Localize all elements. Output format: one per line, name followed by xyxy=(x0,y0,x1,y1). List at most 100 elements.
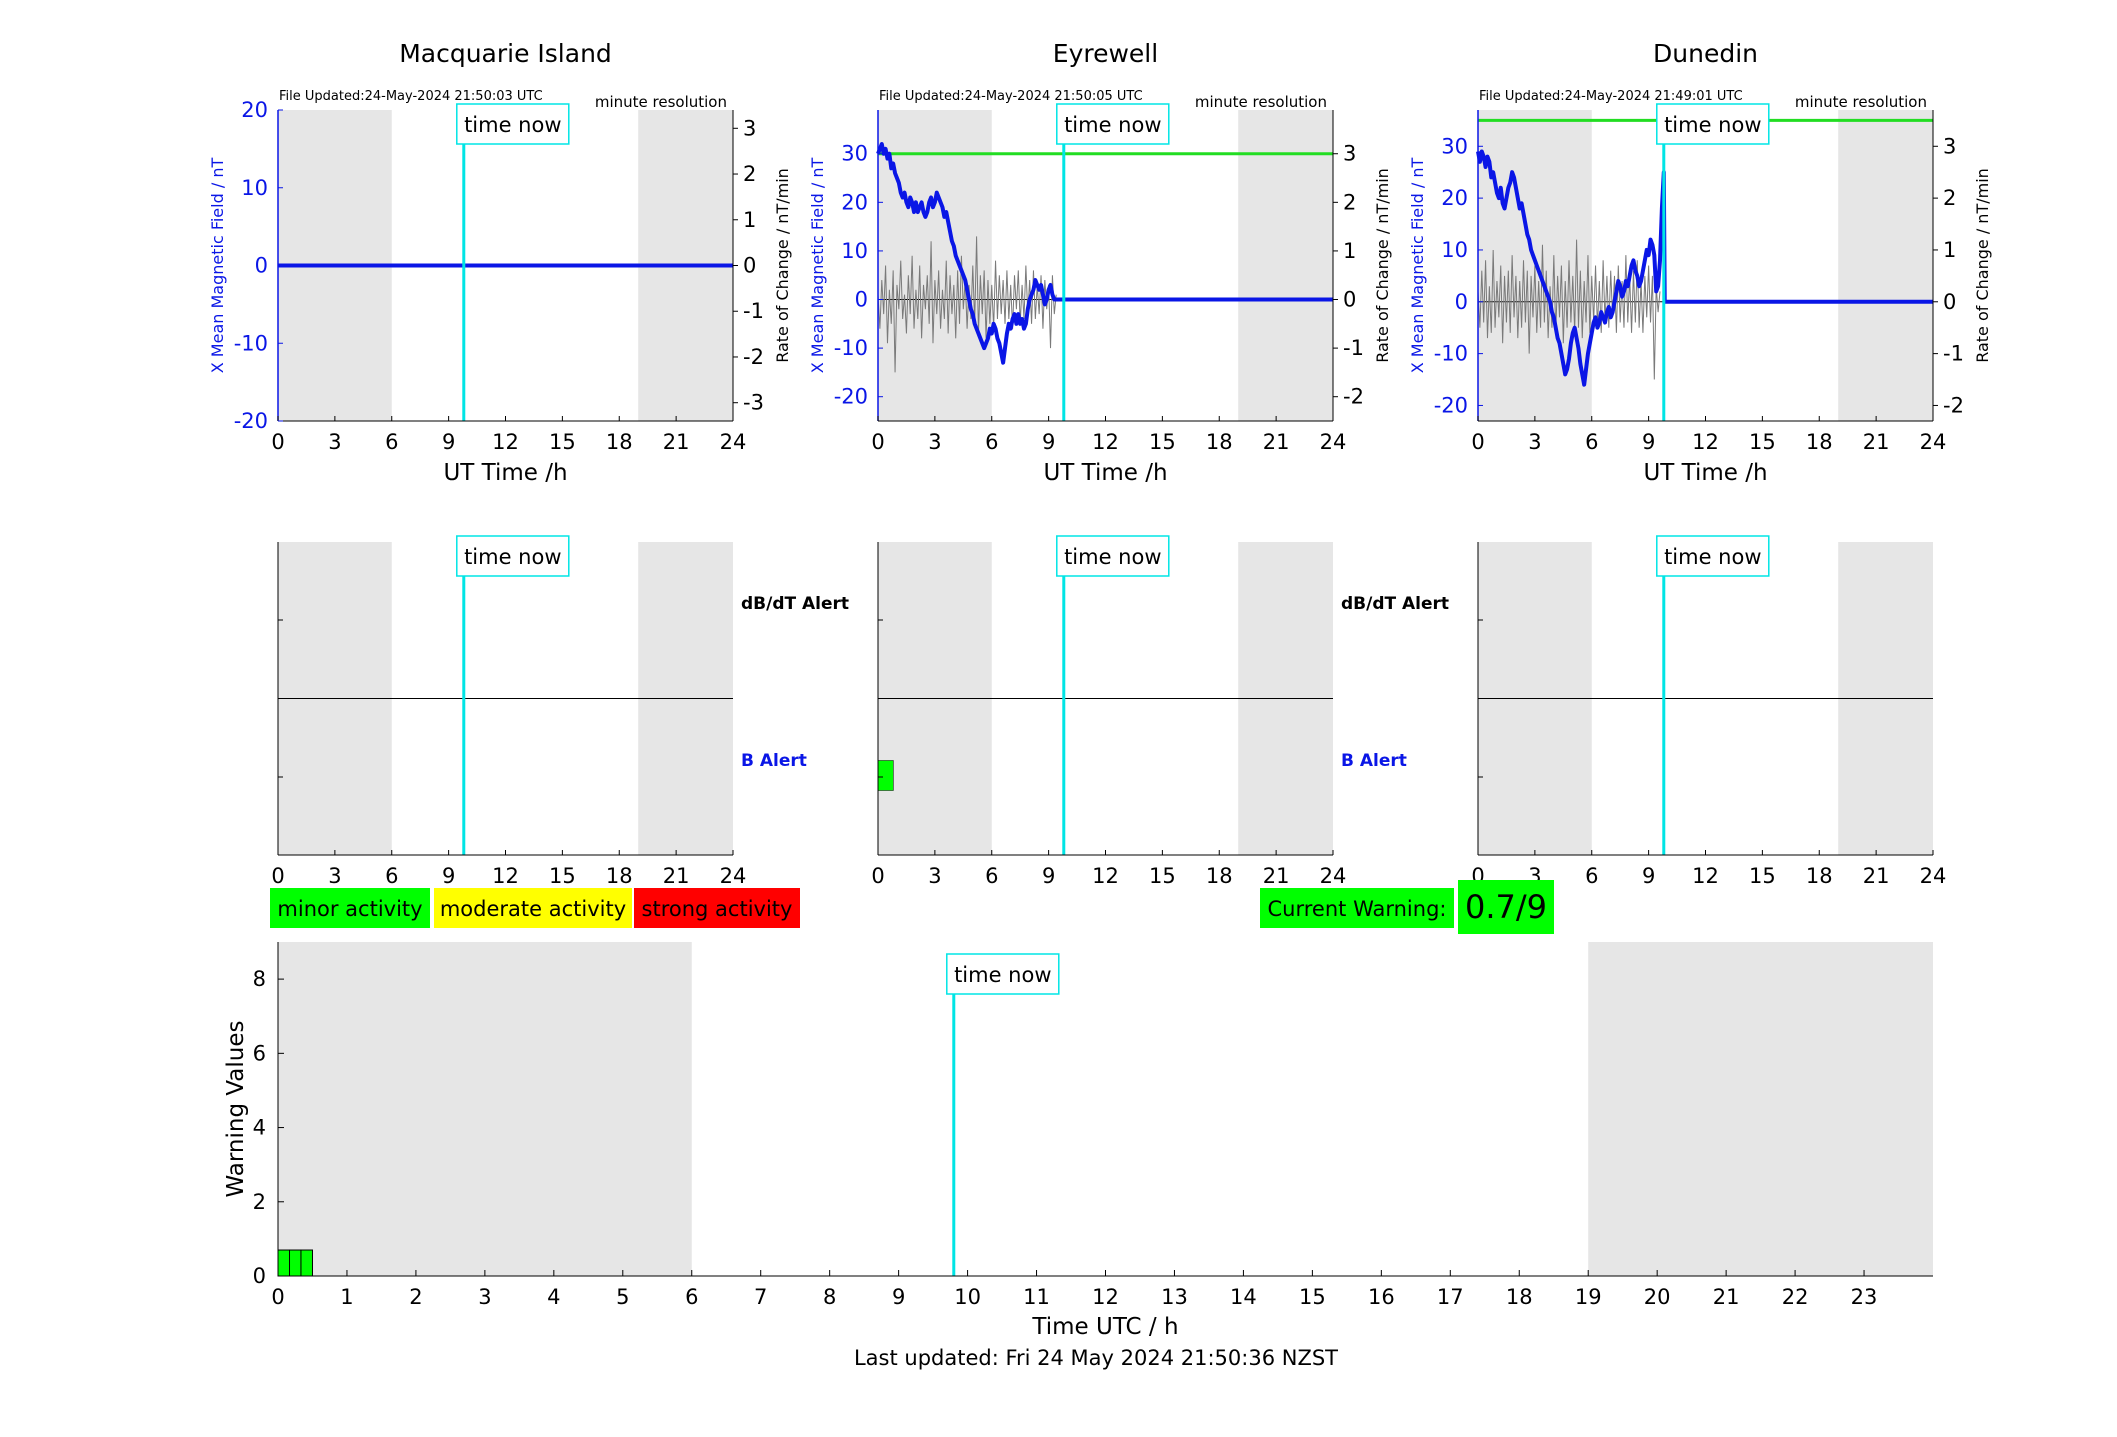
x-tick-label: 15 xyxy=(549,430,576,454)
x-tick-label: 21 xyxy=(663,430,690,454)
x-tick-label: 6 xyxy=(385,864,398,888)
resolution-note: minute resolution xyxy=(1195,93,1327,111)
x-tick-label: 3 xyxy=(328,430,341,454)
b-alert-label: B Alert xyxy=(1341,751,1407,771)
y-tick-label: -10 xyxy=(834,336,868,360)
resolution-note: minute resolution xyxy=(595,93,727,111)
time-now-label: time now xyxy=(1064,545,1161,569)
x-tick-label: 20 xyxy=(1644,1285,1671,1309)
y-tick-label: 10 xyxy=(841,239,868,263)
y-right-tick-label: 2 xyxy=(743,162,756,186)
legend-minor-swatch xyxy=(270,888,430,928)
time-now-label: time now xyxy=(954,963,1051,987)
x-tick-label: 12 xyxy=(1092,864,1119,888)
field-series-line xyxy=(1476,149,1933,387)
x-tick-label: 3 xyxy=(328,864,341,888)
x-tick-label: 12 xyxy=(1692,864,1719,888)
y-tick-label: 6 xyxy=(253,1041,266,1065)
x-tick-label: 21 xyxy=(1863,430,1890,454)
x-tick-label: 9 xyxy=(1042,430,1055,454)
y-tick-label: 4 xyxy=(253,1116,266,1140)
y-tick-label: 0 xyxy=(255,254,268,278)
x-tick-label: 6 xyxy=(985,864,998,888)
time-now-box xyxy=(456,535,570,577)
x-tick-label: 24 xyxy=(1320,864,1347,888)
y-tick-label: -10 xyxy=(234,331,268,355)
x-tick-label: 5 xyxy=(616,1285,629,1309)
y-tick-label: 2 xyxy=(253,1190,266,1214)
y-right-tick-label: 3 xyxy=(1943,134,1956,158)
x-tick-label: 21 xyxy=(1863,864,1890,888)
night-shade xyxy=(278,942,692,1276)
y-axis-label: X Mean Magnetic Field / nT xyxy=(808,158,827,374)
current-warning-value: 0.7/9 xyxy=(1465,888,1547,926)
y-right-tick-label: -1 xyxy=(1343,336,1364,360)
time-now-label: time now xyxy=(1064,113,1161,137)
x-tick-label: 0 xyxy=(1471,430,1484,454)
y-right-tick-label: 2 xyxy=(1343,190,1356,214)
time-now-box xyxy=(1056,535,1170,577)
panel-title: Macquarie Island xyxy=(399,39,612,68)
night-shade xyxy=(878,110,992,421)
current-warning: Current Warning: 0.7/9 xyxy=(1260,880,1554,934)
x-tick-label: 8 xyxy=(823,1285,836,1309)
x-tick-label: 3 xyxy=(928,864,941,888)
x-tick-label: 6 xyxy=(1585,864,1598,888)
x-tick-label: 15 xyxy=(1749,430,1776,454)
time-now-box xyxy=(456,103,570,145)
x-tick-label: 15 xyxy=(1149,864,1176,888)
x-tick-label: 7 xyxy=(754,1285,767,1309)
activity-legend: minor activity moderate activity strong … xyxy=(270,888,800,928)
x-tick-label: 18 xyxy=(1206,864,1233,888)
night-shade xyxy=(1838,110,1933,421)
legend-moderate-label: moderate activity xyxy=(440,897,626,921)
x-tick-label: 15 xyxy=(1299,1285,1326,1309)
y-tick-label: -20 xyxy=(234,409,268,433)
x-tick-label: 3 xyxy=(928,430,941,454)
file-updated-note: File Updated:24-May-2024 21:49:01 UTC xyxy=(1479,89,1743,104)
resolution-note: minute resolution xyxy=(1795,93,1927,111)
x-tick-label: 0 xyxy=(271,430,284,454)
x-tick-label: 22 xyxy=(1782,1285,1809,1309)
warning-bar xyxy=(277,1249,291,1277)
y-tick-label: 30 xyxy=(1441,134,1468,158)
y-right-tick-label: 3 xyxy=(743,116,756,140)
time-now-label: time now xyxy=(464,545,561,569)
y-right-tick-label: 0 xyxy=(1343,288,1356,312)
x-tick-label: 12 xyxy=(1692,430,1719,454)
y-tick-label: 20 xyxy=(241,98,268,122)
y-right-tick-label: -1 xyxy=(743,299,764,323)
time-now-label: time now xyxy=(1664,113,1761,137)
x-tick-label: 1 xyxy=(340,1285,353,1309)
alert-panel-1: time now 0 3 6 9 12 15 18 21 24 dB/dT Alert B Alert xyxy=(271,535,849,888)
panel-title: Dunedin xyxy=(1653,39,1758,68)
y-tick-label: 30 xyxy=(841,142,868,166)
x-tick-label: 9 xyxy=(442,430,455,454)
x-tick-label: 18 xyxy=(1806,430,1833,454)
x-tick-label: 18 xyxy=(606,864,633,888)
x-tick-label: 21 xyxy=(1263,430,1290,454)
x-tick-label: 23 xyxy=(1851,1285,1878,1309)
x-tick-label: 9 xyxy=(1042,864,1055,888)
y-tick-label: 8 xyxy=(253,967,266,991)
x-tick-label: 12 xyxy=(1092,430,1119,454)
x-tick-label: 21 xyxy=(663,864,690,888)
x-tick-label: 24 xyxy=(1920,864,1947,888)
file-updated-note: File Updated:24-May-2024 21:50:03 UTC xyxy=(279,89,543,104)
x-tick-label: 24 xyxy=(1920,430,1947,454)
x-tick-label: 9 xyxy=(1642,430,1655,454)
x-tick-label: 13 xyxy=(1161,1285,1188,1309)
x-tick-label: 6 xyxy=(685,1285,698,1309)
legend-strong-swatch xyxy=(634,888,800,928)
y-tick-label: 10 xyxy=(1441,238,1468,262)
night-shade xyxy=(1238,110,1333,421)
x-tick-label: 12 xyxy=(492,864,519,888)
x-tick-label: 24 xyxy=(720,430,747,454)
x-tick-label: 18 xyxy=(606,430,633,454)
y-right-axis-label: Rate of Change / nT/min xyxy=(773,168,792,363)
y-right-tick-label: 1 xyxy=(1343,239,1356,263)
